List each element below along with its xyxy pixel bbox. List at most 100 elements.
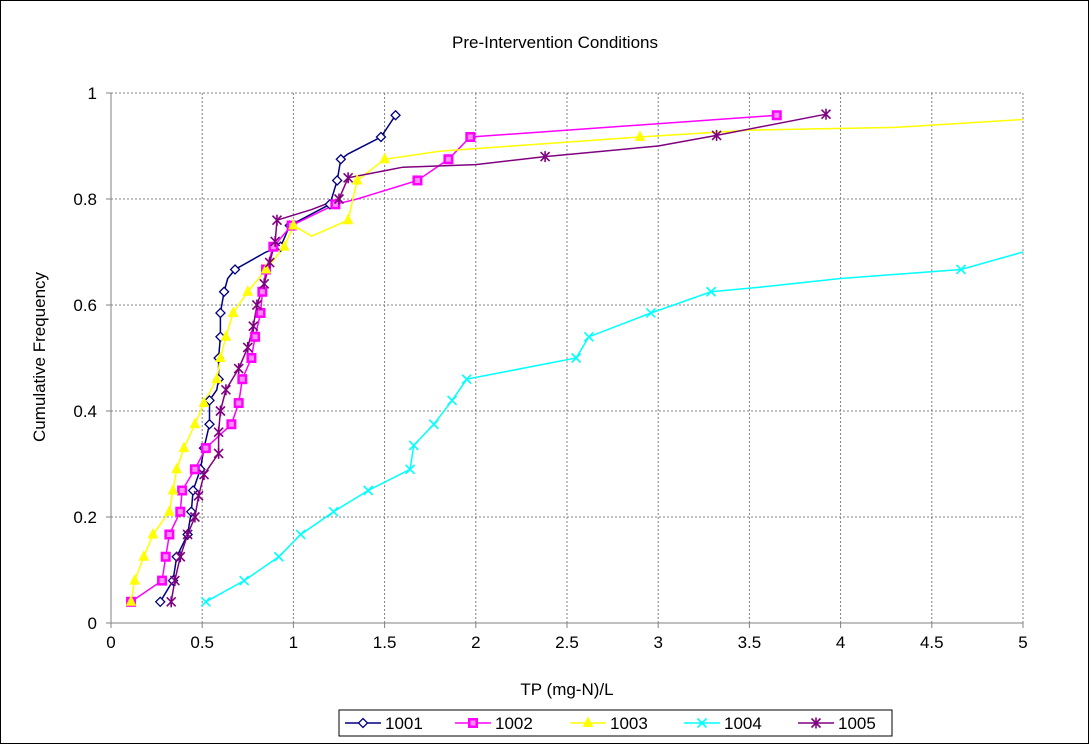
series-1003-point [227,306,239,317]
legend-item-1003-label: 1003 [610,714,648,733]
series-1004-point [955,264,967,275]
legend-item-1004-marker [696,717,708,729]
series-1003-point [220,330,232,341]
legend-item-1002-marker-inner [470,720,476,726]
x-tick-label: 5 [1018,633,1027,652]
series-1005-point [540,151,551,163]
series-1002-point-inner [332,201,338,207]
series-1001-point [331,175,343,186]
series-1001-point [185,506,197,518]
legend-item-1001-marker [357,717,369,729]
series-1004-point-stroke-b [645,307,656,319]
y-tick-label: 0.8 [73,190,97,209]
series-lines [130,113,1024,603]
series-1003-point [634,130,646,141]
series-1005-point [820,108,832,120]
series-1004-point [363,485,374,496]
series-1005-point [264,257,275,269]
legend-item-1005-label: 1005 [838,714,876,733]
y-tick-labels: 0 0.2 0.4 0.6 0.8 1 [73,84,97,633]
series-1005-point [189,511,200,523]
series-1004-point [583,331,594,342]
series-1004-point [328,506,339,517]
series-1004-point-stroke-b [408,440,419,451]
series-1005-point [271,214,283,226]
series-1004-point-stroke-b [295,529,306,540]
series-1005-point [213,426,224,438]
series-1004-point-stroke-b [405,464,416,475]
series-1002-point-inner [270,244,276,250]
x-tick-label: 4 [836,633,845,652]
x-tick-label: 0 [106,633,115,652]
x-tick-label: 4.5 [920,633,944,652]
series-1003-point [351,173,363,185]
series-1004-point-stroke-b [428,419,439,430]
series-1004-point-stroke-b [583,331,594,342]
series-1005-line [170,113,827,602]
series-1004-point-stroke-b [461,374,472,385]
series-1002-point-inner [248,355,254,361]
series-1005-point [242,341,253,353]
series-1003-point [164,505,175,516]
series-1004-markers [200,264,967,607]
series-1005-point [215,405,226,417]
legend: 1001 1002 1003 1004 1005 [338,709,893,737]
series-1003-point [211,372,223,384]
series-1002-point-inner [259,289,265,295]
series-1004-point-stroke-b [447,395,458,406]
series-1002-point-inner [203,445,209,451]
series-1003-point [215,351,226,362]
series-1002-point-inner [252,334,258,340]
series-1002-point-inner [258,310,264,316]
series-1005-point [166,596,177,608]
series-1003-point [288,218,299,230]
legend-item-1005-marker [810,717,822,729]
series-1003-markers [125,130,646,606]
series-1004-line [205,251,1024,603]
y-tick-label: 0.2 [73,508,97,527]
series-1005-point [198,469,210,481]
series-1005-point [333,193,345,205]
series-1004-point [295,529,306,540]
series-1003-point [125,595,137,606]
legend-item-1001: 1001 [345,714,423,733]
y-tick-label: 1 [88,84,97,103]
series-1001-point [154,596,166,608]
series-1003-line [130,118,1024,602]
x-tick-label: 2 [471,633,480,652]
series-1001-point [335,153,347,165]
x-tick-labels: 0 0.5 1 1.5 2 2.5 3 3.5 4 4.5 5 [106,633,1027,652]
x-tick-label: 2.5 [555,633,579,652]
legend-item-1003-marker [582,716,594,727]
series-1004-point-stroke-b [200,596,211,607]
x-tick-label: 1.5 [373,633,397,652]
series-1005-point [213,447,224,459]
series-1003-point [178,441,190,453]
series-1003-point [379,152,390,164]
series-1005-point [169,575,180,587]
series-1004-point-stroke-b [706,286,717,297]
series-1004-point [461,374,472,385]
series-1003-point [242,285,254,296]
x-tick-label: 0.5 [190,633,214,652]
legend-item-1001-label: 1001 [385,714,423,733]
series-1005-point [251,299,262,311]
series-1001-point [215,307,226,319]
series-1003-point [260,262,272,274]
series-1005-point [343,172,354,184]
legend-item-1004: 1004 [684,714,762,733]
series-1004-point-stroke-b [571,352,582,364]
series-1001-point [204,394,215,406]
series-1002-point-inner [163,554,169,560]
series-1005-point [233,363,244,375]
series-1001-point [375,131,387,143]
series-1002-point-inner [179,488,185,493]
series-1003-point [171,462,182,474]
legend-item-1004-label: 1004 [724,714,762,733]
series-1004-point-stroke-b [273,551,284,562]
legend-item-1002-label: 1002 [495,714,533,733]
gridlines [111,92,1024,623]
series-1003-point [189,417,201,429]
